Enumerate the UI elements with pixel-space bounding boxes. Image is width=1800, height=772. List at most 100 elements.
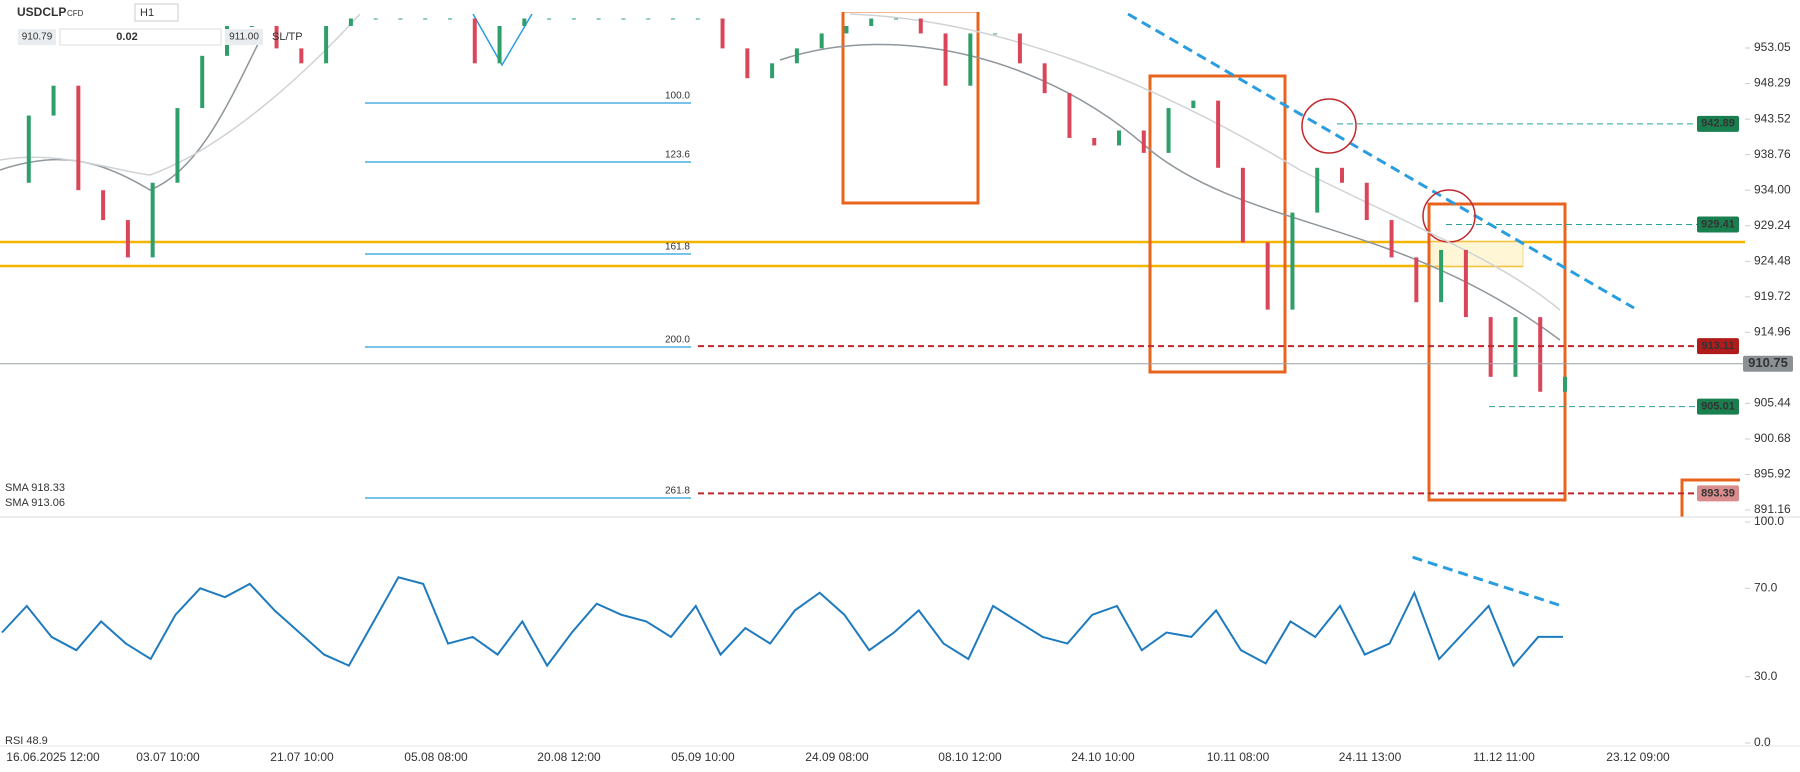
indicator-label: RSI 48.9	[5, 735, 48, 747]
y-tick-label: 924.48	[1754, 253, 1791, 267]
candle	[51, 85, 56, 116]
candle	[472, 18, 477, 64]
candle	[373, 18, 378, 20]
candle	[745, 48, 750, 79]
price-tag	[1697, 115, 1739, 132]
y-tick-label: 914.96	[1754, 325, 1791, 339]
x-tick-label: 05.09 10:00	[671, 750, 735, 764]
candle	[398, 18, 403, 20]
candle	[720, 18, 725, 49]
candle	[1389, 220, 1394, 258]
box	[841, 12, 980, 205]
candle	[150, 182, 155, 258]
y-tick-label: 30.0	[1754, 669, 1778, 683]
candle	[968, 33, 973, 86]
candle	[1191, 100, 1196, 109]
candle	[1240, 167, 1245, 243]
price-tag-label: 942.89	[1701, 118, 1735, 130]
candle	[1563, 376, 1567, 392]
candle	[1117, 130, 1121, 146]
price-tag	[1697, 216, 1739, 233]
sell-button[interactable]	[18, 29, 56, 45]
y-tick-label: 929.24	[1754, 218, 1791, 232]
fib-label: 100.0	[665, 91, 690, 102]
candle	[1513, 317, 1518, 377]
price-tag-label: 929.41	[1701, 218, 1735, 230]
sell-price: 910.79	[22, 32, 53, 43]
price-tag	[1697, 338, 1739, 355]
indicator-label: SMA 918.33	[5, 482, 65, 494]
x-tick-label: 10.11 08:00	[1207, 750, 1270, 764]
x-tick-label: 03.07 10:00	[136, 750, 200, 764]
y-tick-label: 100.0	[1754, 514, 1784, 528]
fib-label: 123.6	[665, 150, 690, 161]
candle	[423, 18, 428, 20]
candle	[894, 18, 898, 20]
volume-input[interactable]	[59, 28, 222, 46]
rsi-line	[1, 576, 1563, 668]
highlight-circle	[1422, 189, 1476, 243]
timeframe: H1	[140, 7, 154, 19]
buy-button[interactable]	[225, 29, 263, 45]
y-tick-label: 895.92	[1754, 467, 1791, 481]
candle	[770, 63, 775, 79]
y-tick-label: 900.68	[1754, 431, 1791, 445]
fib-label: 161.8	[665, 242, 690, 253]
fib-label: 261.8	[665, 486, 690, 497]
candle	[1141, 130, 1146, 153]
y-tick-label: 953.05	[1754, 40, 1791, 54]
candle	[918, 18, 923, 34]
candle	[621, 18, 626, 20]
x-tick-label: 23.12 09:00	[1606, 750, 1670, 764]
candle	[125, 220, 130, 258]
price-tag-label: 905.01	[1701, 401, 1735, 413]
box	[1427, 202, 1567, 502]
candle	[596, 18, 601, 20]
candle	[1166, 108, 1171, 153]
box	[1148, 74, 1287, 374]
price-tag-label: 893.39	[1701, 487, 1735, 499]
candle	[1092, 137, 1097, 146]
candle	[101, 190, 106, 221]
candle	[993, 33, 998, 35]
candle	[249, 25, 254, 27]
sl-tp-button[interactable]: SL/TP	[272, 31, 303, 43]
y-tick-label: 938.76	[1754, 147, 1791, 161]
volume: 0.02	[116, 31, 137, 43]
timeframe-select[interactable]	[134, 3, 179, 22]
price-tag	[1743, 355, 1793, 372]
instrument-type: CFD	[67, 9, 84, 18]
candle	[844, 25, 849, 34]
y-tick-label: 943.52	[1754, 111, 1791, 125]
price-tag	[1697, 398, 1739, 415]
candle	[1017, 33, 1022, 64]
y-tick-label: 905.44	[1754, 396, 1791, 410]
drawing	[472, 13, 533, 67]
candle	[448, 18, 452, 20]
symbol: USDCLP	[17, 5, 66, 19]
fib-label: 200.0	[665, 335, 690, 346]
x-tick-label: 05.08 08:00	[404, 750, 468, 764]
candle	[274, 25, 279, 49]
x-tick-label: 24.10 10:00	[1071, 750, 1135, 764]
candle	[671, 18, 675, 20]
price-pane	[0, 12, 1745, 517]
candle	[522, 18, 527, 26]
candle	[1414, 257, 1419, 303]
box	[1680, 478, 1740, 517]
x-tick-label: 20.08 12:00	[537, 750, 601, 764]
candle	[1340, 167, 1344, 183]
y-tick-label: 919.72	[1754, 289, 1791, 303]
candle	[1538, 317, 1543, 392]
candle	[299, 48, 304, 64]
candle	[869, 18, 874, 26]
candle	[175, 108, 180, 183]
price-tag-label: 910.75	[1748, 355, 1788, 370]
x-tick-label: 16.06.2025 12:00	[6, 750, 100, 764]
highlight-circle	[1301, 98, 1357, 154]
y-tick-label: 70.0	[1754, 580, 1778, 594]
sma-line	[0, 39, 1561, 341]
price-tag	[1697, 485, 1739, 502]
x-tick-label: 21.07 10:00	[270, 750, 334, 764]
